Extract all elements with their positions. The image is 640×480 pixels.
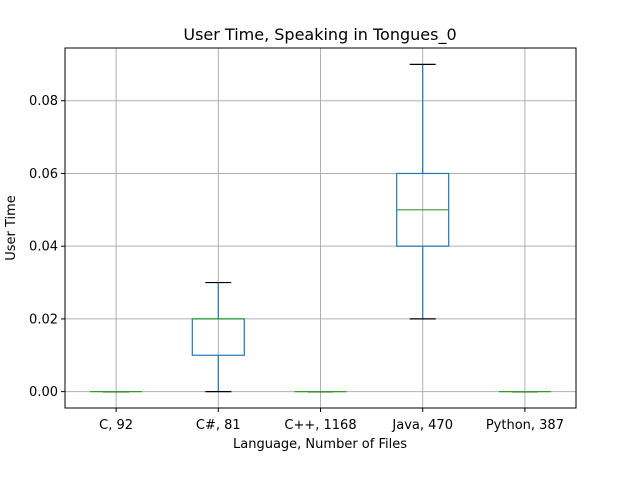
boxes-layer [90,63,551,393]
axes-layer: 0.00 0.02 0.04 0.06 0.08 C, 92 C#, 81 C++, 1168… [29,47,577,433]
y-tick-label: 0.06 [29,167,58,182]
x-axis-label: Language, Number of Files [233,437,407,452]
x-tick-label: Python, 387 [486,418,564,433]
y-tick-label: 0.02 [29,312,58,327]
x-tick-label: Java, 470 [391,418,453,433]
y-tick-label: 0.00 [29,385,58,400]
grid-layer [65,48,576,408]
plot-frame [64,47,577,409]
x-tick-label: C++, 1168 [284,418,356,433]
x-tick-label: C, 92 [99,418,133,433]
y-tick-label: 0.04 [29,240,58,255]
chart-title: User Time, Speaking in Tongues_0 [183,25,456,45]
y-tick-label: 0.08 [29,94,58,109]
y-axis-label: User Time [4,195,19,261]
x-tick-label: C#, 81 [196,418,241,433]
